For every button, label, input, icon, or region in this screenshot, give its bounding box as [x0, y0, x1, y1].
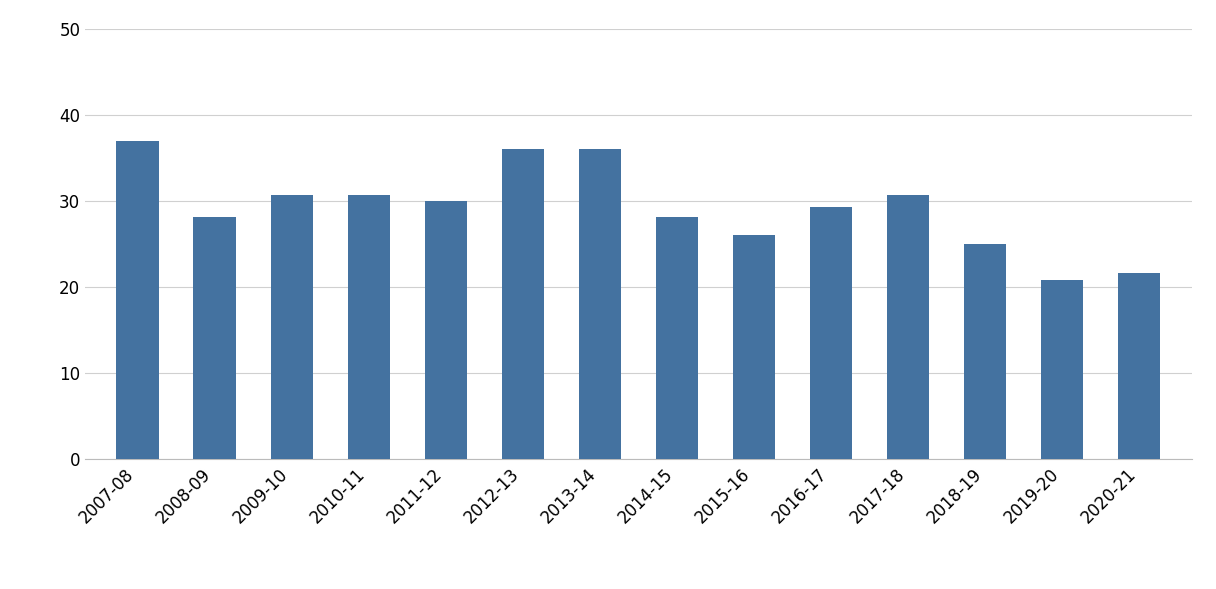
Bar	[886, 196, 929, 459]
Bar	[270, 196, 313, 459]
Bar	[655, 217, 698, 459]
Bar	[733, 235, 775, 459]
Bar	[964, 244, 1007, 459]
Bar	[424, 201, 467, 459]
Bar	[117, 141, 159, 459]
Bar	[1041, 280, 1083, 459]
Bar	[579, 149, 621, 459]
Bar	[502, 149, 544, 459]
Bar	[810, 207, 852, 459]
Bar	[348, 196, 390, 459]
Bar	[1118, 273, 1160, 459]
Bar	[193, 217, 236, 459]
